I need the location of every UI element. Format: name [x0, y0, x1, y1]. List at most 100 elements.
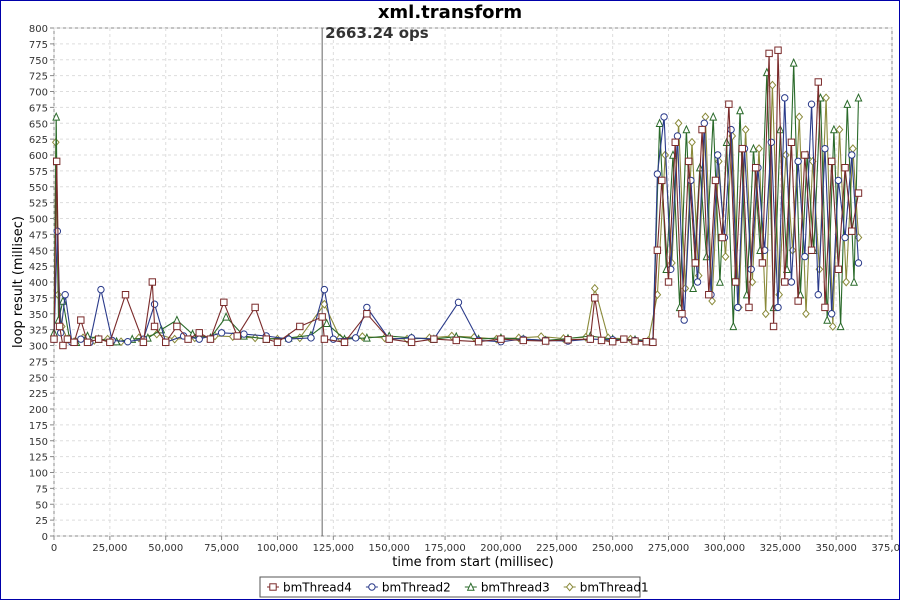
data-point — [751, 164, 760, 172]
data-point — [848, 151, 856, 159]
data-point — [822, 93, 830, 103]
data-point — [586, 335, 595, 343]
data-point — [836, 321, 845, 331]
data-point — [827, 157, 836, 166]
data-point — [50, 335, 58, 343]
data-point — [222, 312, 231, 321]
data-point — [70, 338, 78, 347]
x-tick-label: 75,000 — [204, 543, 239, 554]
data-point — [745, 303, 753, 312]
data-point — [823, 315, 832, 324]
data-point — [700, 119, 708, 127]
x-tick-label: 50,000 — [148, 543, 183, 554]
data-point — [767, 138, 776, 147]
x-tick-label: 125,000 — [313, 543, 354, 554]
data-point — [794, 157, 802, 166]
data-point — [320, 335, 329, 343]
data-point — [768, 80, 777, 90]
y-tick-label: 750 — [29, 56, 48, 67]
data-point — [821, 303, 829, 312]
data-point — [854, 189, 863, 197]
data-point — [322, 318, 331, 327]
chart-title: xml.transform — [378, 2, 522, 23]
y-tick-label: 150 — [29, 437, 48, 448]
data-point — [148, 278, 157, 286]
data-point — [850, 277, 858, 286]
legend-label: bmThread4 — [283, 581, 352, 595]
data-point — [564, 336, 572, 344]
data-point — [848, 227, 856, 235]
data-point — [774, 46, 782, 54]
data-point — [474, 337, 483, 346]
data-point — [829, 124, 838, 134]
data-point — [781, 278, 789, 286]
data-point — [195, 335, 203, 343]
data-point — [741, 125, 750, 135]
data-point — [519, 336, 527, 345]
data-point — [702, 251, 711, 261]
data-point — [251, 303, 259, 312]
data-point — [814, 78, 822, 86]
y-tick-label: 550 — [29, 183, 48, 194]
data-point — [660, 113, 668, 121]
data-point — [807, 246, 816, 254]
x-tick-label: 200,000 — [480, 543, 521, 554]
data-point — [655, 118, 664, 127]
data-point — [653, 170, 662, 178]
data-point — [725, 100, 733, 108]
data-point — [674, 118, 683, 128]
data-point — [801, 252, 809, 261]
data-point — [121, 291, 130, 299]
data-point — [351, 334, 360, 342]
y-tick-label: 250 — [29, 373, 48, 384]
data-point — [318, 313, 326, 321]
y-tick-label: 325 — [29, 326, 48, 337]
data-point — [682, 124, 691, 134]
legend-item: bmThread1 — [563, 581, 649, 595]
data-point — [802, 309, 810, 319]
data-point — [653, 246, 662, 254]
data-point — [658, 176, 666, 185]
data-point — [642, 337, 650, 346]
y-tick-label: 425 — [29, 262, 48, 273]
data-point — [715, 277, 724, 286]
x-tick-label: 300,000 — [704, 543, 745, 554]
data-point — [184, 335, 192, 343]
data-point — [94, 335, 103, 343]
data-point — [430, 335, 438, 343]
data-point — [124, 337, 132, 346]
data-point — [758, 259, 767, 267]
data-point — [55, 322, 64, 331]
y-tick-label: 450 — [29, 246, 48, 257]
y-tick-label: 675 — [29, 103, 48, 114]
y-tick-label: 125 — [29, 453, 48, 464]
data-point — [821, 144, 829, 153]
data-point — [620, 335, 628, 343]
y-axis: 0 25 50 75 100 125 150 175 200 225 250 275 300 325 350… — [29, 24, 54, 543]
data-point — [708, 296, 716, 306]
data-point — [835, 125, 844, 135]
x-tick-label: 350,000 — [815, 543, 856, 554]
x-tick-label: 100,000 — [257, 543, 298, 554]
data-point — [597, 336, 606, 345]
y-tick-label: 0 — [42, 532, 48, 543]
data-point — [673, 132, 682, 140]
y-tick-label: 225 — [29, 389, 48, 400]
data-point — [83, 338, 92, 347]
data-point — [705, 291, 713, 299]
data-point — [691, 259, 700, 267]
y-tick-label: 200 — [29, 405, 48, 416]
data-point — [150, 322, 159, 331]
y-tick-label: 300 — [29, 342, 48, 353]
data-point — [842, 277, 851, 287]
data-point — [749, 143, 758, 153]
data-point — [631, 337, 639, 345]
data-point — [755, 144, 763, 154]
x-tick-label: 175,000 — [424, 543, 465, 554]
data-point — [693, 278, 702, 286]
legend-marker — [565, 582, 574, 592]
data-point — [765, 49, 773, 58]
x-axis-label: time from start (millisec) — [392, 555, 553, 570]
data-point — [97, 285, 105, 294]
data-point — [807, 100, 816, 108]
